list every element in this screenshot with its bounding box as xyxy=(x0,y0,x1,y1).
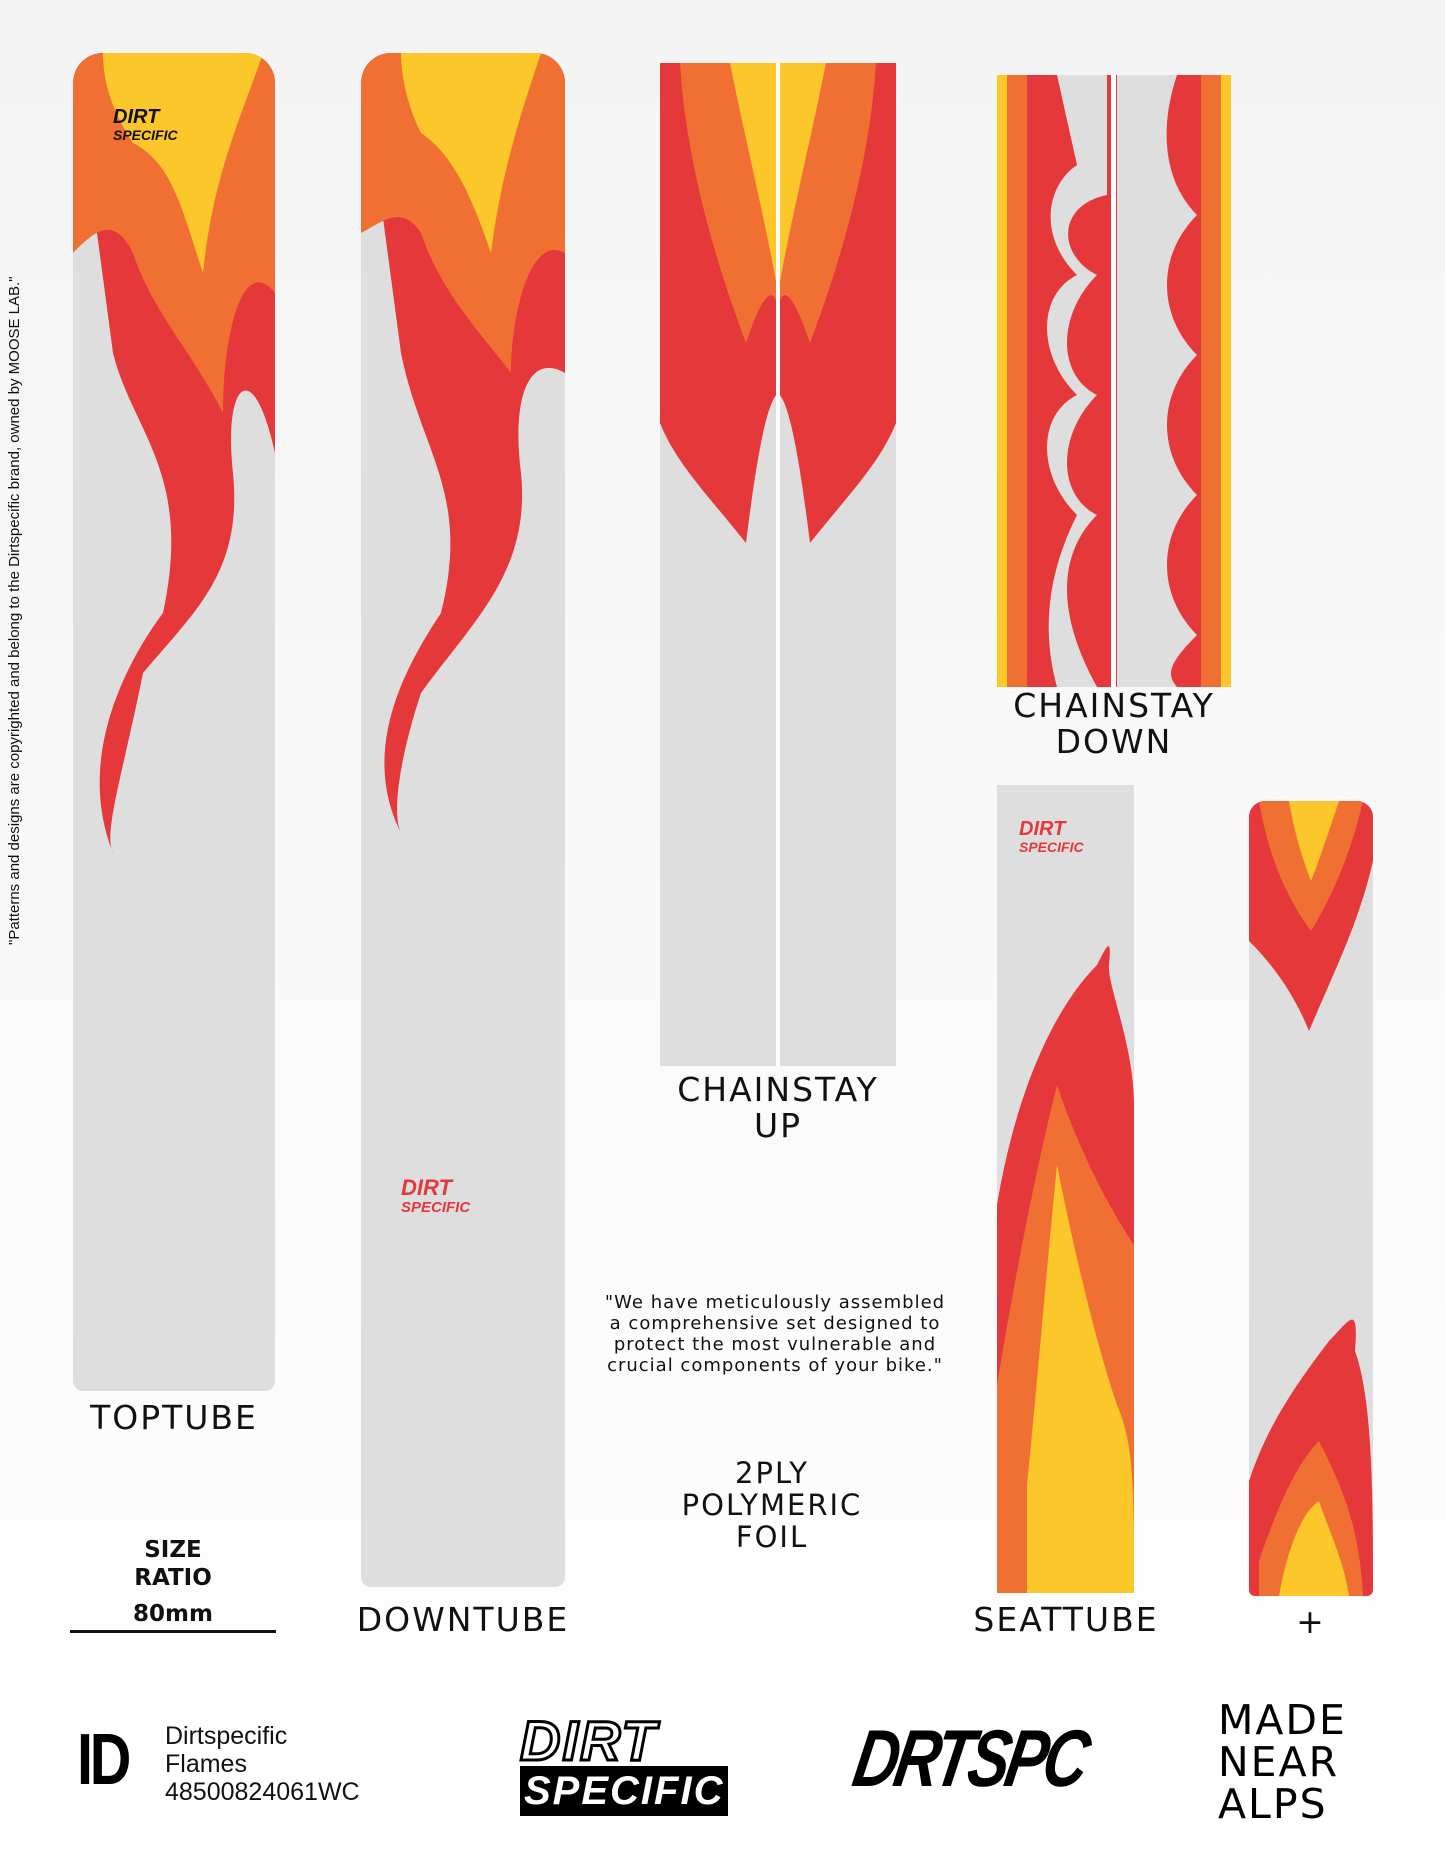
dirt-specific-logo: DIRT SPECIFIC xyxy=(401,1175,471,1217)
toptube-piece: DIRT SPECIFIC xyxy=(73,53,275,1391)
flame-graphic xyxy=(1249,801,1373,1596)
chainstay-up-piece xyxy=(660,63,896,1066)
dirt-specific-logo: DIRT SPECIFIC xyxy=(113,106,178,143)
id-mark: ID xyxy=(77,1720,131,1800)
downtube-label: DOWNTUBE xyxy=(356,1600,570,1639)
chainstay-down-piece xyxy=(997,75,1231,687)
quote-text: "We have meticulously assembled a compreh… xyxy=(604,1292,946,1376)
chainstay-up-label: CHAINSTAY UP xyxy=(677,1070,879,1145)
chainstay-down-label: CHAINSTAY DOWN xyxy=(1013,686,1215,761)
dirt-specific-logo: DIRT SPECIFIC xyxy=(1019,818,1084,855)
extra-label: + xyxy=(1296,1602,1326,1641)
flame-graphic xyxy=(1007,75,1221,687)
downtube-piece: DIRT SPECIFIC xyxy=(361,53,565,1587)
footer: ID Dirtspecific Flames 48500824061WC DIRT S… xyxy=(0,1664,1445,1858)
dirt-specific-logo: DIRT SPECIFIC xyxy=(518,1711,729,1816)
size-ratio: SIZE RATIO 80mm xyxy=(70,1536,276,1633)
scale-bar xyxy=(70,1630,276,1633)
made-near-alps: MADE NEAR ALPS xyxy=(1218,1696,1347,1828)
product-info: Dirtspecific Flames 48500824061WC xyxy=(165,1722,360,1806)
copyright-notice: "Patterns and designs are copyrighted an… xyxy=(6,276,23,945)
flame-graphic xyxy=(73,53,275,853)
seattube-piece: DIRT SPECIFIC xyxy=(997,785,1134,1593)
seattube-label: SEATTUBE xyxy=(973,1600,1159,1639)
toptube-label: TOPTUBE xyxy=(90,1398,258,1437)
flame-graphic xyxy=(997,946,1134,1593)
extra-piece xyxy=(1249,801,1373,1596)
material-label: 2PLY POLYMERIC FOIL xyxy=(681,1456,863,1554)
flame-graphic xyxy=(361,53,565,833)
drtspc-logo: DRTSPC xyxy=(847,1714,1093,1805)
